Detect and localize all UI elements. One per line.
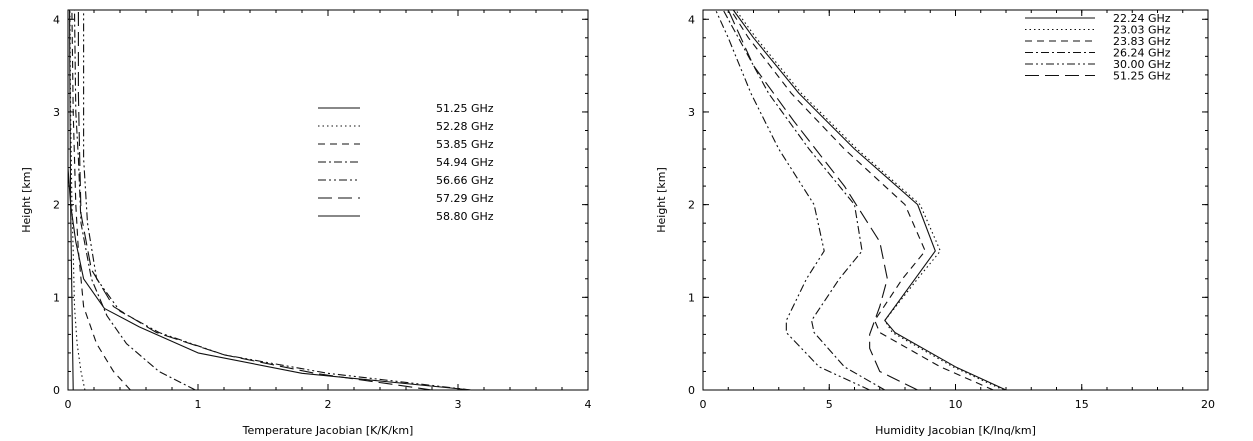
temperature-jacobian-x-tick-label: 1: [195, 398, 202, 411]
humidity-jacobian-legend-label: 23.03 GHz: [1113, 24, 1171, 37]
temperature-jacobian-y-tick-label: 3: [53, 106, 60, 119]
humidity-jacobian-x-tick-label: 20: [1201, 398, 1215, 411]
humidity-jacobian-x-tick-label: 15: [1075, 398, 1089, 411]
temperature-jacobian-legend-label: 54.94 GHz: [436, 156, 494, 169]
humidity-jacobian-series-4: [715, 9, 870, 391]
humidity-jacobian-y-tick-label: 3: [688, 106, 695, 119]
temperature-jacobian-series-4: [83, 10, 472, 391]
temperature-jacobian-x-tick-label: 4: [585, 398, 592, 411]
humidity-jacobian-series-0: [732, 9, 1007, 391]
humidity-jacobian-y-tick-label: 0: [688, 384, 695, 397]
temperature-jacobian-y-axis-label: Height [km]: [20, 167, 33, 233]
temperature-jacobian-series-6: [67, 10, 472, 391]
temperature-jacobian-legend-label: 52.28 GHz: [436, 120, 494, 133]
humidity-jacobian-series-5: [727, 9, 918, 391]
humidity-jacobian-legend-label: 51.25 GHz: [1113, 70, 1171, 83]
temperature-jacobian-x-axis-label: Temperature Jacobian [K/K/km]: [242, 424, 414, 437]
temperature-jacobian-x-tick-label: 3: [455, 398, 462, 411]
humidity-jacobian-legend-label: 22.24 GHz: [1113, 12, 1171, 25]
humidity-jacobian-series-3: [722, 9, 886, 391]
humidity-jacobian-panel: 0 5 10 15 20 0 1 2 3 4 Humidity Jacobian [K/Inq/km…: [655, 9, 1215, 437]
temperature-jacobian-y-tick-label: 1: [53, 291, 60, 304]
humidity-jacobian-x-tick-label: 5: [826, 398, 833, 411]
humidity-jacobian-series-2: [730, 9, 994, 391]
temperature-jacobian-y-tick-label: 4: [53, 13, 60, 26]
humidity-jacobian-y-tick-label: 1: [688, 291, 695, 304]
humidity-jacobian-y-tick-label: 2: [688, 199, 695, 212]
temperature-jacobian-series-2: [71, 9, 131, 391]
temperature-jacobian-series-3: [73, 9, 196, 391]
humidity-jacobian-x-tick-label: 0: [700, 398, 707, 411]
humidity-jacobian-x-axis-label: Humidity Jacobian [K/Inq/km]: [875, 424, 1036, 437]
temperature-jacobian-legend-label: 57.29 GHz: [436, 192, 494, 205]
humidity-jacobian-y-tick-label: 4: [688, 13, 695, 26]
humidity-jacobian-legend-label: 30.00 GHz: [1113, 58, 1171, 71]
temperature-jacobian-x-tick-label: 2: [325, 398, 332, 411]
temperature-jacobian-legend-label: 56.66 GHz: [436, 174, 494, 187]
temperature-jacobian-legend-label: 53.85 GHz: [436, 138, 494, 151]
temperature-jacobian-legend-label: 58.80 GHz: [436, 210, 494, 223]
temperature-jacobian-x-tick-label: 0: [65, 398, 72, 411]
humidity-jacobian-legend-label: 23.83 GHz: [1113, 35, 1171, 48]
temperature-jacobian-series-5: [77, 10, 433, 391]
temperature-jacobian-plot-frame: [67, 9, 589, 391]
temperature-jacobian-panel: 0 1 2 3 4 0 1 2 3 4 Temperature Jacobian [K/K/km] H…: [20, 9, 592, 437]
humidity-jacobian-y-axis-label: Height [km]: [655, 167, 668, 233]
temperature-jacobian-series-1: [69, 9, 86, 391]
humidity-jacobian-x-tick-label: 10: [949, 398, 963, 411]
temperature-jacobian-y-tick-label: 0: [53, 384, 60, 397]
temperature-jacobian-y-tick-label: 2: [53, 199, 60, 212]
temperature-jacobian-legend-label: 51.25 GHz: [436, 102, 494, 115]
humidity-jacobian-legend-label: 26.24 GHz: [1113, 47, 1171, 60]
